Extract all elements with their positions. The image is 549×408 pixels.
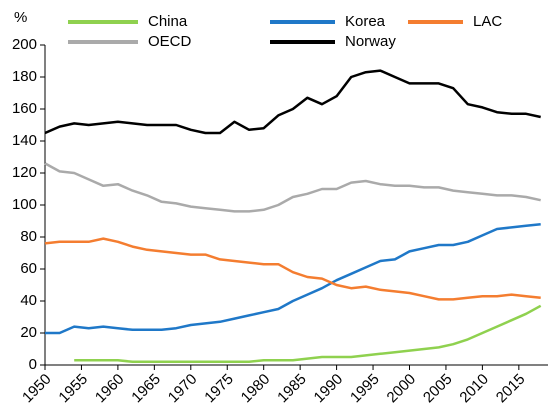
y-tick-label: 20: [20, 324, 37, 341]
series-line: [74, 304, 542, 364]
legend-label: Korea: [345, 13, 386, 30]
legend-label: China: [148, 13, 188, 30]
y-tick-label: 160: [12, 100, 37, 117]
y-tick-label: 0: [29, 356, 37, 373]
y-tick-label: 80: [20, 228, 37, 245]
y-tick-label: 140: [12, 132, 37, 149]
x-tick-label: 1970: [165, 371, 201, 407]
y-tick-label: 180: [12, 68, 37, 85]
x-tick-label: 1990: [311, 371, 347, 407]
x-tick-label: 1995: [347, 371, 383, 407]
series-line: [44, 162, 541, 213]
series-line: [44, 237, 541, 301]
series-line: [45, 222, 541, 335]
x-tick-label: 1950: [19, 371, 55, 407]
x-tick-label: 2000: [384, 371, 420, 407]
x-tick-label: 1960: [92, 371, 128, 407]
y-tick-label: 60: [20, 260, 37, 277]
x-tick-label: 2010: [456, 371, 492, 407]
x-tick-label: 1975: [201, 371, 237, 407]
x-tick-label: 1985: [274, 371, 310, 407]
legend-label: Norway: [345, 33, 396, 50]
x-tick-label: 1955: [55, 371, 91, 407]
y-tick-label: 40: [20, 292, 37, 309]
y-axis-label: %: [14, 9, 27, 26]
x-tick-label: 2005: [420, 371, 456, 407]
series-line: [44, 69, 541, 135]
legend-label: LAC: [473, 13, 502, 30]
x-tick-label: 1965: [128, 371, 164, 407]
y-tick-label: 100: [12, 196, 37, 213]
y-tick-label: 120: [12, 164, 37, 181]
x-tick-label: 2015: [493, 371, 529, 407]
legend-label: OECD: [148, 33, 192, 50]
x-tick-label: 1980: [238, 371, 274, 407]
y-tick-label: 200: [12, 36, 37, 53]
